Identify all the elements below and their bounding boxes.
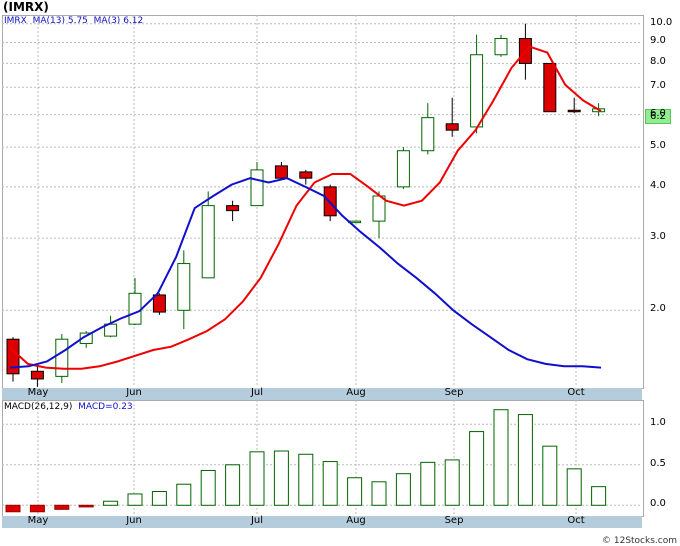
chart-title: (IMRX) [3, 0, 49, 14]
macd-bar [566, 468, 582, 506]
macd-bar [420, 461, 436, 506]
legend-ticker: IMRX [4, 16, 27, 26]
price-y-tick-label: 3.0 [650, 231, 666, 243]
candle-up [470, 54, 484, 128]
price-y-tick-label: 5.0 [650, 140, 666, 152]
macd-bar [517, 414, 533, 506]
price-x-axis-band [2, 388, 642, 400]
candle-up [494, 38, 508, 56]
candle-down [152, 294, 166, 313]
price-x-tick-label: Aug [346, 387, 366, 398]
macd-bar [395, 473, 411, 506]
price-y-tick-label: 7.0 [650, 80, 666, 92]
macd-x-axis-band [2, 516, 642, 528]
macd-legend: MACD(26,12,9) MACD=0.23 [4, 402, 133, 412]
macd-x-tick-label: May [27, 515, 49, 526]
price-y-tick-label: 8.0 [650, 56, 666, 68]
candle-down [299, 171, 313, 179]
macd-bar [225, 464, 241, 506]
macd-bar [469, 431, 485, 506]
macd-x-tick-label: Aug [346, 515, 366, 526]
price-y-tick-label: 6.0 [650, 107, 666, 119]
price-y-tick-label: 9.0 [650, 35, 666, 47]
candle-down [30, 370, 44, 380]
legend-ma3-label: MA(3) [93, 16, 121, 26]
candle-up [250, 169, 264, 207]
candle-down [274, 165, 288, 179]
footer-credit: © 12Stocks.com [602, 536, 677, 546]
macd-y-tick-label: 0.0 [650, 498, 666, 510]
price-x-tick-label: Jul [250, 387, 264, 398]
price-x-tick-label: Oct [567, 387, 585, 398]
legend-ma3-value: 6.12 [123, 16, 144, 26]
macd-bar [273, 450, 289, 506]
macd-bar [29, 504, 45, 513]
macd-bar [371, 481, 387, 506]
macd-bar [591, 486, 607, 506]
candle-up [396, 150, 410, 188]
macd-bar [444, 459, 460, 506]
candle-down [226, 205, 240, 212]
macd-bar [298, 453, 314, 506]
macd-x-tick-label: Oct [567, 515, 585, 526]
macd-x-tick-label: Jun [126, 515, 142, 526]
price-x-tick-label: May [27, 387, 49, 398]
price-y-tick-label: 4.0 [650, 179, 666, 191]
macd-x-tick-label: Sep [444, 515, 464, 526]
macd-bar [493, 409, 509, 506]
candle-up [79, 332, 93, 344]
legend-ma13-label: MA(13) [32, 16, 65, 26]
price-legend: IMRX MA(13) 5.75 MA(3) 6.12 [4, 16, 143, 26]
legend-ma13-value: 5.75 [67, 16, 88, 26]
candle-up [55, 338, 69, 377]
candle-up [177, 263, 191, 311]
price-y-tick-label: 2.0 [650, 303, 666, 315]
candle-down [6, 338, 20, 375]
macd-bar [103, 500, 119, 506]
candle-up [128, 292, 142, 325]
macd-bar [347, 477, 363, 506]
macd-y-tick-label: 1.0 [650, 417, 666, 429]
macd-bar [5, 504, 21, 513]
moving-average-line [9, 45, 602, 370]
candle-down [445, 123, 459, 131]
moving-average-line [9, 177, 602, 369]
last-price-badge: 6.2 [645, 109, 671, 124]
macd-bar [322, 461, 338, 506]
macd-bar [127, 493, 143, 506]
legend-macd-value: MACD=0.23 [78, 402, 133, 412]
macd-bar [54, 504, 70, 510]
macd-bar [200, 469, 216, 506]
macd-bar [176, 483, 192, 506]
macd-bar [249, 451, 265, 506]
legend-macd-params: MACD(26,12,9) [4, 402, 73, 412]
macd-bar [78, 504, 94, 508]
price-x-tick-label: Sep [444, 387, 464, 398]
macd-y-tick-label: 0.5 [650, 457, 666, 469]
candle-up [421, 117, 435, 152]
candle-up [201, 205, 215, 279]
price-y-tick-label: 10.0 [650, 16, 673, 28]
macd-bar [542, 445, 558, 506]
candle-up [372, 195, 386, 222]
candle-down [567, 109, 581, 113]
candle-down [543, 62, 557, 113]
macd-x-tick-label: Jul [250, 515, 264, 526]
macd-bar [151, 491, 167, 506]
price-x-tick-label: Jun [126, 387, 142, 398]
